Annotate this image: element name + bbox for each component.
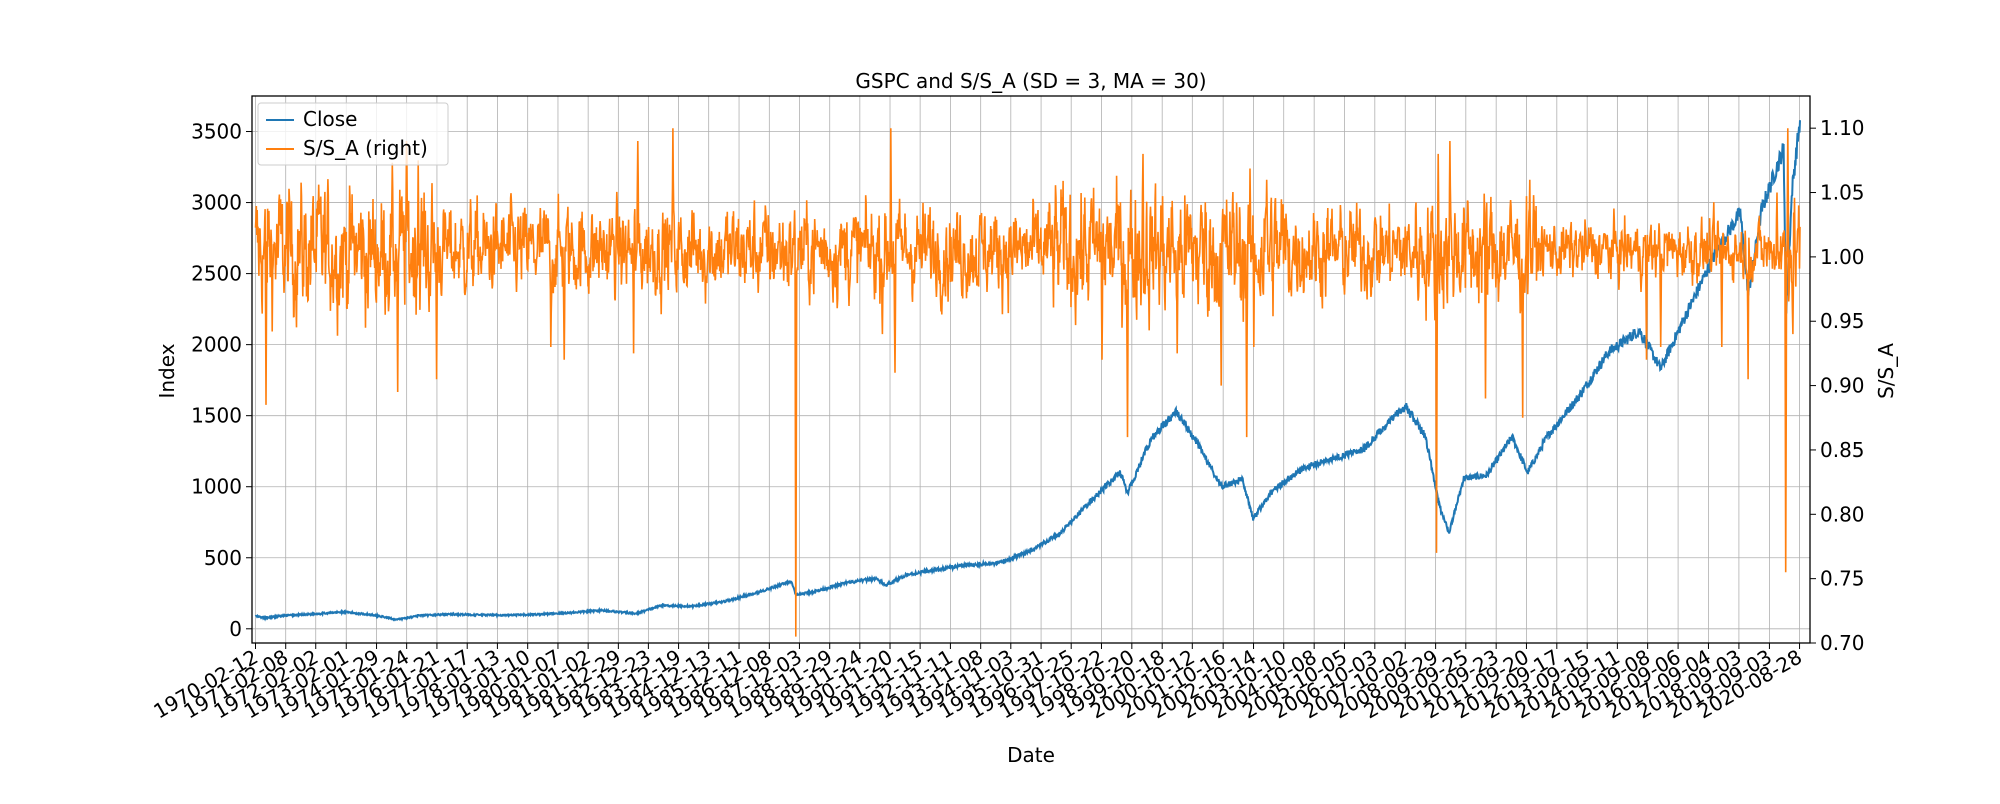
legend-box	[257, 102, 449, 166]
y-left-tick-label: 2500	[191, 262, 242, 286]
y-right-axis: 0.70 0.75 0.80 0.85 0.90 0.95 1.00 1.05 1.10	[1810, 116, 1865, 655]
y-right-tick-label: 0.80	[1820, 502, 1865, 526]
chart-title: GSPC and S/S_A (SD = 3, MA = 30)	[855, 69, 1206, 93]
y-left-axis: 0 500 1000 1500 2000 2500 3000 3500	[191, 120, 252, 641]
y-right-tick-label: 0.95	[1820, 309, 1865, 333]
y-right-tick-label: 1.10	[1820, 116, 1865, 140]
y-left-tick-label: 500	[204, 546, 242, 570]
y-left-tick-label: 2000	[191, 333, 242, 357]
y-left-tick-label: 1500	[191, 404, 242, 428]
y-right-tick-label: 1.00	[1820, 245, 1865, 269]
y-left-tick-label: 0	[229, 617, 242, 641]
y-left-axis-label: Index	[155, 343, 179, 398]
legend: Close S/S_A (right)	[257, 102, 449, 166]
grid-lines	[252, 96, 1810, 643]
y-left-tick-label: 3500	[191, 120, 242, 144]
y-left-tick-label: 3000	[191, 191, 242, 215]
y-right-tick-label: 0.90	[1820, 374, 1865, 398]
series-layer	[254, 120, 1801, 637]
series-ssa-line	[254, 128, 1801, 637]
x-axis-label: Date	[1007, 743, 1055, 767]
y-right-tick-label: 1.05	[1820, 181, 1865, 205]
y-right-axis-label: S/S_A	[1874, 343, 1898, 399]
x-axis: 1970-02-121971-02-081972-02-021973-02-01…	[149, 643, 1806, 723]
y-left-tick-label: 1000	[191, 475, 242, 499]
y-right-tick-label: 0.70	[1820, 631, 1865, 655]
plot-frame	[251, 95, 1811, 644]
y-right-tick-label: 0.85	[1820, 438, 1865, 462]
legend-close-label: Close	[303, 107, 357, 131]
legend-ssa-label: S/S_A (right)	[303, 136, 428, 160]
y-right-tick-label: 0.75	[1820, 567, 1865, 591]
series-close-line	[254, 120, 1801, 622]
